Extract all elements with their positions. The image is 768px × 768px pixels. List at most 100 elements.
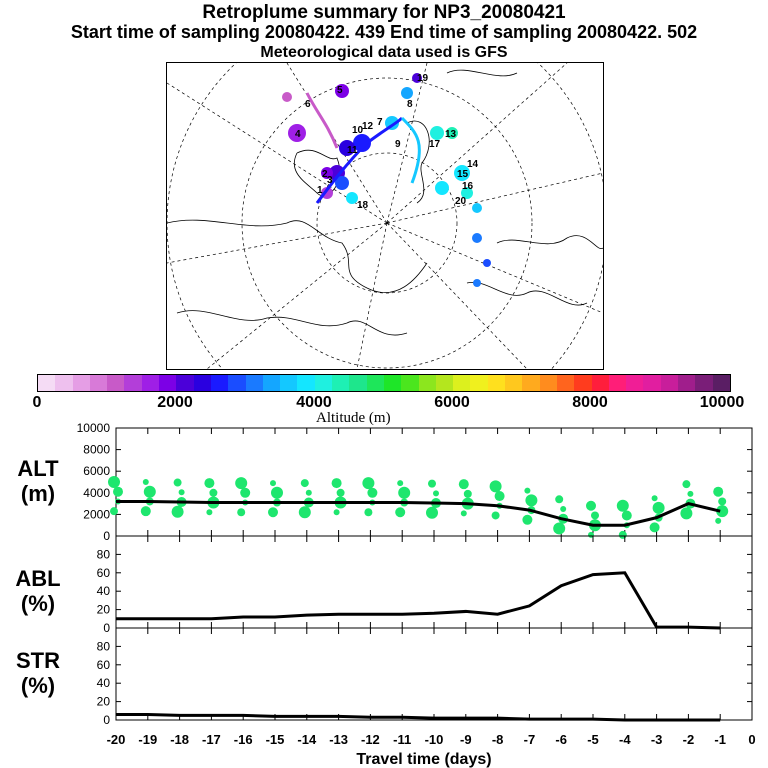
alt-scatter-point xyxy=(715,517,722,524)
alt-scatter-point xyxy=(652,501,665,514)
coastlines xyxy=(167,69,603,336)
alt-scatter-point xyxy=(268,507,278,518)
colorbar-swatch xyxy=(297,375,315,391)
alt-scatter-point xyxy=(178,489,185,496)
abl-panel-label: ABL (%) xyxy=(3,566,73,616)
colorbar-swatch xyxy=(401,375,419,391)
y-tick-label: 60 xyxy=(97,658,111,672)
alt-scatter-point xyxy=(591,511,599,520)
y-tick-label: 0 xyxy=(103,529,110,543)
colorbar-tick: 0 xyxy=(32,394,42,411)
colorbar-swatch xyxy=(366,375,384,391)
y-tick-label: 60 xyxy=(97,566,111,580)
altitude-colorbar xyxy=(37,374,731,392)
alt-scatter-point xyxy=(651,495,658,502)
alt-scatter-point xyxy=(235,477,248,490)
alt-scatter-point xyxy=(458,479,469,490)
y-tick-label: 20 xyxy=(97,603,111,617)
alt-scatter-point xyxy=(300,479,309,488)
alt-scatter-point xyxy=(395,507,406,518)
alt-scatter-point xyxy=(305,489,312,496)
alt-scatter-point xyxy=(718,497,727,506)
abl-label-bottom: (%) xyxy=(20,591,56,616)
map-label: 16 xyxy=(462,181,474,192)
colorbar-tick: 4000 xyxy=(296,394,332,411)
alt-scatter-point xyxy=(171,505,184,518)
plume-circles xyxy=(282,73,491,287)
alt-scatter-point xyxy=(682,480,691,489)
alt-scatter-point xyxy=(680,507,693,520)
colorbar-swatch xyxy=(280,375,298,391)
map-label: 10 xyxy=(352,125,364,136)
map-label: 17 xyxy=(429,139,441,150)
map-label: 20 xyxy=(455,196,467,207)
x-tick-label: -16 xyxy=(234,732,253,747)
colorbar-swatch xyxy=(470,375,488,391)
map-label: 18 xyxy=(357,200,369,211)
x-tick-label: -18 xyxy=(170,732,189,747)
colorbar-swatch xyxy=(574,375,592,391)
alt-scatter-point xyxy=(428,479,436,488)
x-tick-label: -8 xyxy=(492,732,504,747)
colorbar-swatch xyxy=(539,375,557,391)
retroplume-map: 5 4 6 13 17 15 16 20 12 14 10 3 2 1 11 7… xyxy=(166,62,604,370)
alt-scatter-point xyxy=(586,500,596,511)
alt-scatter-point xyxy=(618,530,627,539)
alt-scatter-point xyxy=(108,476,120,488)
alt-scatter-point xyxy=(621,510,632,521)
x-tick-label: -13 xyxy=(329,732,348,747)
x-tick-label: -9 xyxy=(460,732,472,747)
y-tick-label: 80 xyxy=(97,547,111,561)
alt-scatter-point xyxy=(426,506,438,519)
alt-scatter-point xyxy=(460,510,467,517)
colorbar-swatch xyxy=(38,375,56,391)
map-label: 7 xyxy=(377,117,383,128)
alt-scatter-point xyxy=(397,480,404,487)
colorbar-swatch xyxy=(332,375,350,391)
alt-scatter-point xyxy=(270,480,276,487)
x-tick-label: -5 xyxy=(587,732,599,747)
colorbar-swatch xyxy=(522,375,540,391)
colorbar-swatch xyxy=(349,375,367,391)
map-label: 19 xyxy=(417,73,429,84)
y-tick-label: 40 xyxy=(97,676,111,690)
x-tick-label: 0 xyxy=(748,732,755,747)
x-tick-label: -7 xyxy=(524,732,536,747)
alt-scatter-point xyxy=(560,506,567,512)
y-tick-label: 10000 xyxy=(77,421,111,435)
y-tick-label: 2000 xyxy=(83,507,110,521)
colorbar-swatch xyxy=(124,375,142,391)
y-tick-label: 8000 xyxy=(83,443,110,457)
alt-label-top: ALT xyxy=(17,456,59,481)
map-label: 5 xyxy=(337,85,343,96)
colorbar-swatch xyxy=(107,375,125,391)
alt-scatter-point xyxy=(525,494,538,507)
y-tick-label: 40 xyxy=(97,584,111,598)
alt-scatter-point xyxy=(491,511,500,520)
colorbar-tick: 10000 xyxy=(699,394,745,411)
colorbar-swatch xyxy=(245,375,263,391)
x-tick-label: -12 xyxy=(361,732,380,747)
alt-scatter-point xyxy=(240,487,251,498)
x-tick-label: -20 xyxy=(107,732,126,747)
y-tick-label: 0 xyxy=(103,713,110,727)
x-tick-label: -15 xyxy=(266,732,285,747)
alt-scatter-point xyxy=(206,509,213,516)
x-tick-label: -14 xyxy=(297,732,317,747)
colorbar-swatch xyxy=(314,375,333,391)
alt-series-line xyxy=(116,499,721,527)
map-label: 11 xyxy=(347,145,358,156)
map-label: 9 xyxy=(395,139,401,150)
x-tick-label: -4 xyxy=(619,732,631,747)
colorbar-tick: 2000 xyxy=(157,394,193,411)
alt-scatter-point xyxy=(367,487,378,498)
alt-scatter-point xyxy=(489,480,502,493)
map-label: 6 xyxy=(305,99,311,110)
alt-scatter-point xyxy=(555,495,564,504)
str-label-top: STR xyxy=(16,648,60,673)
x-axis-label: Travel time (days) xyxy=(356,751,491,768)
alt-scatter-point xyxy=(649,522,660,533)
colorbar-swatch xyxy=(55,375,73,391)
colorbar-swatch xyxy=(193,375,211,391)
alt-scatter-point xyxy=(237,508,246,517)
